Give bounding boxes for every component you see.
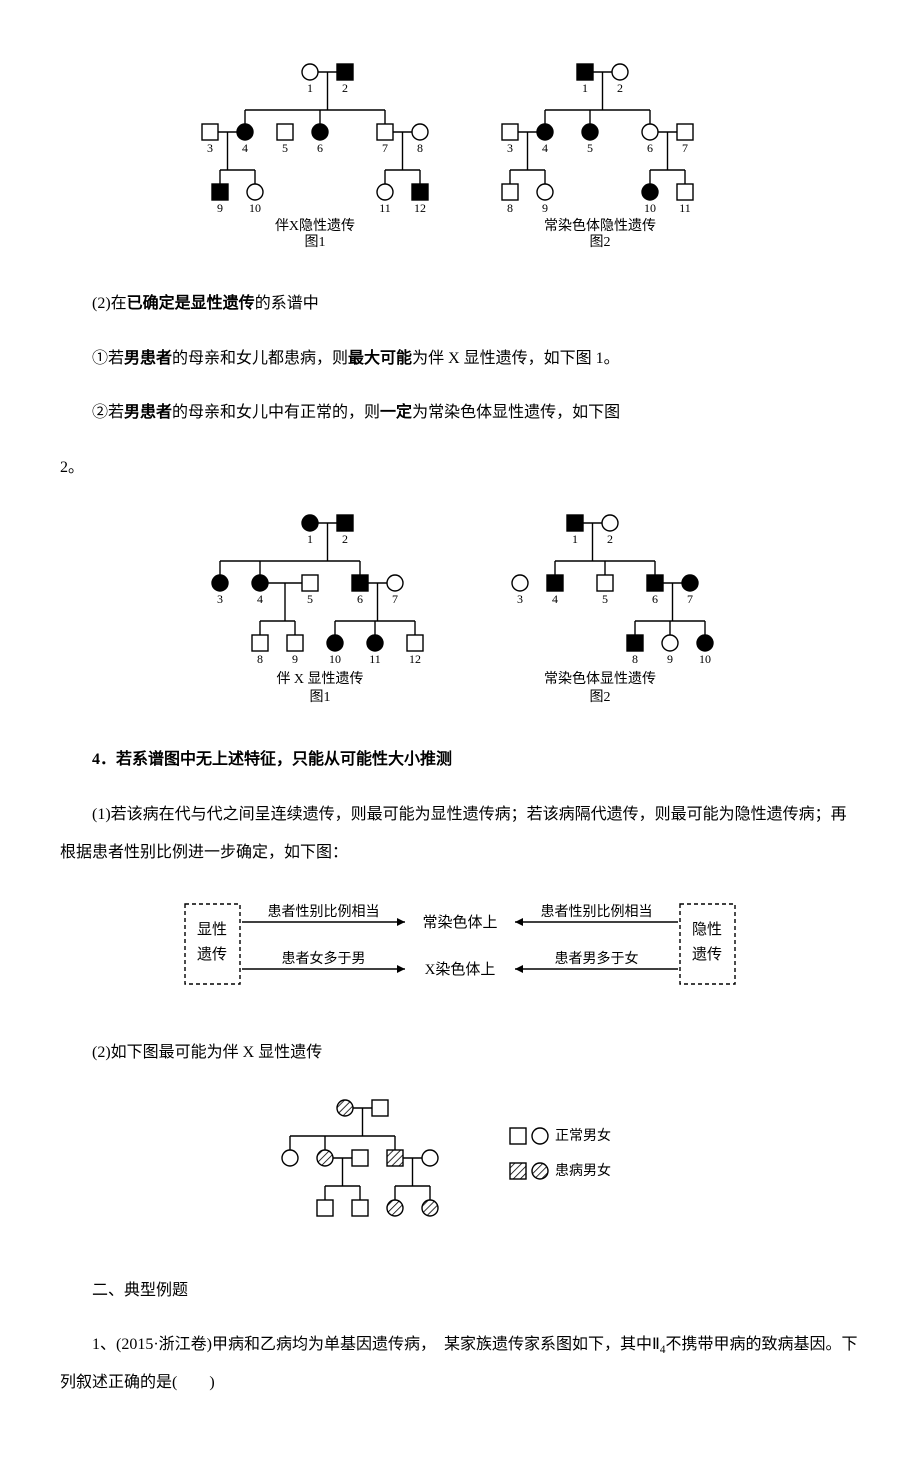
svg-text:2: 2	[342, 81, 348, 95]
svg-text:9: 9	[667, 652, 673, 666]
svg-text:2: 2	[617, 81, 623, 95]
svg-text:X染色体上: X染色体上	[425, 961, 496, 978]
svg-text:1: 1	[572, 532, 578, 546]
sec2-line2-tail: 2。	[60, 449, 860, 487]
sec4-heading: 4．若系谱图中无上述特征，只能从可能性大小推测	[60, 741, 860, 779]
examples-heading: 二、典型例题	[60, 1272, 860, 1310]
svg-text:5: 5	[282, 141, 288, 155]
flow-diagram: 显性遗传隐性遗传常染色体上X染色体上患者性别比例相当患者女多于男患者性别比例相当…	[60, 889, 860, 1014]
svg-text:4: 4	[542, 141, 548, 155]
svg-text:7: 7	[392, 592, 398, 606]
t: 2。	[60, 459, 84, 476]
svg-text:患者女多于男: 患者女多于男	[282, 950, 366, 967]
svg-text:患者性别比例相当: 患者性别比例相当	[541, 904, 653, 920]
svg-text:3: 3	[217, 592, 223, 606]
svg-text:11: 11	[369, 652, 381, 666]
sec2-heading: (2)在已确定是显性遗传的系谱中	[60, 285, 860, 323]
svg-text:3: 3	[207, 141, 213, 155]
t: ②若	[92, 404, 124, 421]
svg-text:常染色体显性遗传: 常染色体显性遗传	[544, 670, 656, 687]
svg-text:8: 8	[417, 141, 423, 155]
svg-text:图2: 图2	[590, 690, 611, 705]
svg-text:10: 10	[699, 652, 711, 666]
svg-text:1: 1	[307, 532, 313, 546]
t: 的母亲和女儿中有正常的，则	[172, 404, 380, 421]
svg-text:1: 1	[307, 81, 313, 95]
svg-text:5: 5	[587, 141, 593, 155]
t: 的母亲和女儿都患病，则	[172, 350, 348, 367]
svg-text:5: 5	[307, 592, 313, 606]
svg-text:6: 6	[317, 141, 323, 155]
svg-text:9: 9	[542, 201, 548, 215]
svg-text:9: 9	[217, 201, 223, 215]
svg-text:11: 11	[679, 201, 691, 215]
svg-text:图1: 图1	[305, 235, 326, 250]
pedigree-fig3: 正常男女患病男女	[250, 1088, 670, 1238]
t: 为伴 X 显性遗传，如下图 1。	[412, 350, 620, 367]
pedigree-fig1: 1234567891011121234567891011伴X隐性遗传图1常染色体…	[170, 52, 750, 252]
svg-text:遗传: 遗传	[692, 946, 722, 963]
svg-text:伴 X 显性遗传: 伴 X 显性遗传	[276, 671, 363, 687]
svg-text:10: 10	[329, 652, 341, 666]
sec2-heading-bold: 已确定是显性遗传	[127, 295, 255, 312]
svg-text:10: 10	[644, 201, 656, 215]
svg-text:伴X隐性遗传: 伴X隐性遗传	[275, 218, 355, 234]
svg-text:7: 7	[382, 141, 388, 155]
svg-text:图1: 图1	[310, 690, 331, 705]
t: 最大可能	[348, 350, 412, 367]
svg-text:显性: 显性	[197, 921, 227, 938]
svg-text:患病男女: 患病男女	[555, 1162, 611, 1179]
svg-text:常染色体上: 常染色体上	[422, 914, 497, 931]
t: 男患者	[124, 350, 172, 367]
svg-text:患者男多于女: 患者男多于女	[555, 950, 639, 967]
svg-text:12: 12	[409, 652, 421, 666]
svg-text:6: 6	[652, 592, 658, 606]
svg-text:7: 7	[682, 141, 688, 155]
t: 1、(2015·浙江卷)甲病和乙病均为单基因遗传病， 某家族遗传家系图如下，其中	[92, 1336, 652, 1353]
svg-text:12: 12	[414, 201, 426, 215]
figure-3: 正常男女患病男女	[60, 1088, 860, 1253]
svg-text:图2: 图2	[590, 235, 611, 250]
t: Ⅱ	[652, 1336, 660, 1353]
svg-text:10: 10	[249, 201, 261, 215]
svg-text:3: 3	[507, 141, 513, 155]
svg-text:1: 1	[582, 81, 588, 95]
document-page: 1234567891011121234567891011伴X隐性遗传图1常染色体…	[0, 0, 920, 1459]
question-1: 1、(2015·浙江卷)甲病和乙病均为单基因遗传病， 某家族遗传家系图如下，其中…	[60, 1326, 860, 1403]
svg-text:8: 8	[632, 652, 638, 666]
sec2-line1: ①若男患者的母亲和女儿都患病，则最大可能为伴 X 显性遗传，如下图 1。	[60, 340, 860, 378]
svg-text:2: 2	[342, 532, 348, 546]
t: 一定	[380, 404, 412, 421]
svg-text:4: 4	[242, 141, 248, 155]
svg-text:8: 8	[507, 201, 513, 215]
svg-text:3: 3	[517, 592, 523, 606]
svg-text:6: 6	[357, 592, 363, 606]
svg-text:常染色体隐性遗传: 常染色体隐性遗传	[544, 217, 656, 234]
t: 男患者	[124, 404, 172, 421]
pedigree-fig2: 12345678910111212345678910伴 X 显性遗传图1常染色体…	[180, 503, 740, 708]
sec2-line2: ②若男患者的母亲和女儿中有正常的，则一定为常染色体显性遗传，如下图	[60, 394, 860, 432]
svg-text:隐性: 隐性	[692, 921, 722, 938]
svg-text:患者性别比例相当: 患者性别比例相当	[268, 904, 380, 920]
svg-text:8: 8	[257, 652, 263, 666]
svg-text:正常男女: 正常男女	[555, 1127, 611, 1144]
figure-2: 12345678910111212345678910伴 X 显性遗传图1常染色体…	[60, 503, 860, 723]
svg-text:遗传: 遗传	[197, 946, 227, 963]
figure-1: 1234567891011121234567891011伴X隐性遗传图1常染色体…	[60, 52, 860, 267]
svg-text:11: 11	[379, 201, 391, 215]
sec4-p1: (1)若该病在代与代之间呈连续遗传，则最可能为显性遗传病；若该病隔代遗传，则最可…	[60, 796, 860, 873]
t: ①若	[92, 350, 124, 367]
svg-text:7: 7	[687, 592, 693, 606]
svg-text:2: 2	[607, 532, 613, 546]
svg-text:4: 4	[552, 592, 558, 606]
svg-text:6: 6	[647, 141, 653, 155]
svg-text:4: 4	[257, 592, 263, 606]
svg-text:9: 9	[292, 652, 298, 666]
flow-svg: 显性遗传隐性遗传常染色体上X染色体上患者性别比例相当患者女多于男患者性别比例相当…	[180, 889, 740, 999]
t: 为常染色体显性遗传，如下图	[412, 404, 620, 421]
svg-text:5: 5	[602, 592, 608, 606]
sec4-p2: (2)如下图最可能为伴 X 显性遗传	[60, 1034, 860, 1072]
